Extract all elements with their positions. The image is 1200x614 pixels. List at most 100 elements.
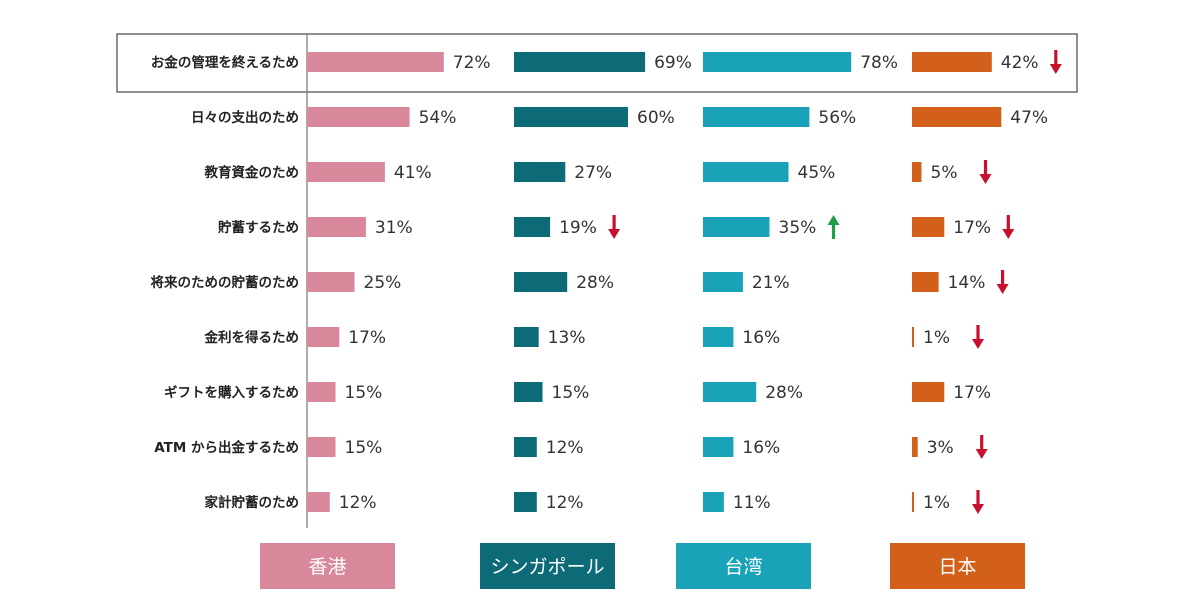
bar: [307, 272, 355, 292]
value-label: 56%: [818, 108, 856, 128]
arrow-down-icon: [972, 490, 984, 514]
value-label: 15%: [345, 383, 383, 403]
bar: [307, 437, 336, 457]
value-label: 16%: [742, 438, 780, 458]
legend-label: 日本: [938, 556, 976, 578]
category-label: ギフトを購入するため: [164, 384, 299, 401]
bar: [307, 327, 340, 347]
category-label: ATM から出金するため: [154, 439, 299, 456]
bar: [514, 492, 537, 512]
value-label: 28%: [765, 383, 803, 403]
bar: [703, 492, 724, 512]
arrow-down-icon: [1049, 50, 1062, 74]
arrow-down-icon: [1002, 215, 1015, 239]
legend-swatch: [676, 543, 811, 589]
bar: [307, 107, 410, 127]
value-label: 1%: [923, 328, 950, 348]
bar: [703, 437, 734, 457]
value-label: 16%: [742, 328, 780, 348]
value-label: 28%: [576, 273, 614, 293]
bar: [703, 52, 852, 72]
bar: [514, 107, 628, 127]
bar: [912, 272, 939, 292]
highlight-frame: [116, 33, 1078, 93]
legend-swatch: [480, 543, 615, 589]
bar: [307, 52, 444, 72]
value-label: 41%: [394, 163, 432, 183]
trend-arrows: [608, 50, 1062, 514]
value-label: 15%: [345, 438, 383, 458]
bar: [307, 162, 385, 182]
value-label: 14%: [948, 273, 986, 293]
bar: [912, 107, 1002, 127]
category-label: 貯蓄するため: [218, 219, 299, 236]
value-label: 17%: [953, 383, 991, 403]
value-label: 69%: [654, 53, 692, 73]
value-label: 35%: [779, 218, 817, 238]
bar: [912, 52, 992, 72]
bar: [912, 492, 914, 512]
bar: [514, 52, 646, 72]
value-label: 17%: [348, 328, 386, 348]
value-label: 13%: [548, 328, 586, 348]
bar: [912, 217, 945, 237]
legend-swatch: [260, 543, 395, 589]
bar: [912, 437, 918, 457]
bars: [307, 52, 1002, 512]
value-label: 15%: [552, 383, 590, 403]
bar: [514, 272, 568, 292]
value-label: 31%: [375, 218, 413, 238]
value-label: 5%: [931, 163, 958, 183]
value-label: 21%: [752, 273, 790, 293]
arrow-down-icon: [979, 160, 992, 184]
category-label: 家計貯蓄のため: [205, 494, 300, 511]
bar: [912, 162, 922, 182]
value-label: 27%: [574, 163, 612, 183]
category-label: 教育資金のため: [205, 164, 300, 181]
value-label: 54%: [419, 108, 457, 128]
value-label: 3%: [927, 438, 954, 458]
bar: [514, 162, 566, 182]
value-label: 19%: [559, 218, 597, 238]
bar: [912, 382, 945, 402]
bar: [703, 272, 743, 292]
arrow-down-icon: [975, 435, 988, 459]
value-label: 47%: [1010, 108, 1048, 128]
arrow-down-icon: [972, 325, 984, 349]
value-label: 17%: [953, 218, 991, 238]
value-label: 60%: [637, 108, 675, 128]
bar: [514, 382, 543, 402]
bar: [703, 382, 757, 402]
legend-label: 台湾: [724, 556, 762, 578]
arrow-down-icon: [996, 270, 1009, 294]
value-label: 11%: [733, 493, 771, 513]
bar: [514, 217, 551, 237]
value-label: 12%: [339, 493, 377, 513]
category-labels: お金の管理を終えるため日々の支出のため教育資金のため貯蓄するため将来のための貯蓄…: [151, 54, 300, 511]
legend-swatch: [890, 543, 1025, 589]
value-label: 42%: [1001, 53, 1039, 73]
bar: [912, 327, 914, 347]
arrow-down-icon: [608, 215, 621, 239]
legend-label: シンガポール: [490, 556, 604, 578]
category-label: お金の管理を終えるため: [151, 54, 299, 71]
bar: [514, 327, 539, 347]
category-label: 日々の支出のため: [191, 109, 299, 126]
bar: [307, 382, 336, 402]
bar: [307, 217, 366, 237]
legend-label: 香港: [308, 556, 346, 578]
category-label: 金利を得るため: [204, 329, 300, 346]
bar: [703, 327, 734, 347]
value-label: 12%: [546, 493, 584, 513]
bar: [703, 107, 810, 127]
value-label: 25%: [364, 273, 402, 293]
bar: [703, 217, 770, 237]
value-label: 45%: [798, 163, 836, 183]
value-label: 1%: [923, 493, 950, 513]
bar: [514, 437, 537, 457]
bar: [703, 162, 789, 182]
legend: 香港 シンガポール 台湾 日本: [260, 543, 1025, 589]
value-label: 72%: [453, 53, 491, 73]
value-labels: 72% 54% 41% 31% 25% 17% 15% 15% 12% 69% 60% 27% 19% 2…: [339, 53, 1048, 513]
